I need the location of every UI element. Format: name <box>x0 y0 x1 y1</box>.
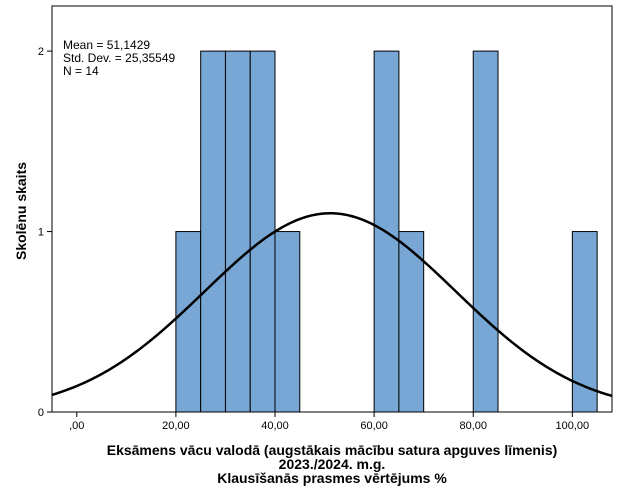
stats-n: N = 14 <box>63 64 99 78</box>
histogram-bar <box>274 231 301 413</box>
x-tick-label: 20,00 <box>162 420 190 432</box>
histogram-bar <box>200 50 226 413</box>
histogram-bars <box>175 50 598 413</box>
x-tick-label: 60,00 <box>360 420 388 432</box>
y-axis-title: Skolēnu skaits <box>13 162 29 260</box>
y-tick-label: 2 <box>38 46 44 58</box>
histogram-bar <box>249 50 276 413</box>
histogram-bar <box>472 50 499 413</box>
y-axis-ticks: 0 1 2 <box>38 46 52 419</box>
x-tick-label: 40,00 <box>261 420 289 432</box>
x-tick-label: 100,00 <box>556 420 590 432</box>
x-axis-ticks: ,00 20,00 40,00 60,00 80,00 100,00 <box>69 412 589 432</box>
histogram-bar <box>175 231 202 413</box>
y-tick-label: 0 <box>38 407 44 419</box>
histogram-bar <box>224 50 251 413</box>
x-tick-label: 80,00 <box>459 420 487 432</box>
x-axis-title-line-3: Klausīšanās prasmes vērtējums % <box>217 470 447 486</box>
y-tick-label: 1 <box>38 227 44 239</box>
histogram-bar <box>571 231 598 413</box>
stats-mean: Mean = 51,1429 <box>63 38 150 52</box>
histogram-bar <box>398 231 425 413</box>
stats-std-dev: Std. Dev. = 25,35549 <box>63 51 176 65</box>
x-tick-label: ,00 <box>69 420 84 432</box>
x-axis-title-line-2: 2023./2024. m.g. <box>279 456 386 472</box>
x-axis-title-line-1: Eksāmens vācu valodā (augstākais mācību … <box>107 442 558 458</box>
normal-curve <box>51 212 613 398</box>
